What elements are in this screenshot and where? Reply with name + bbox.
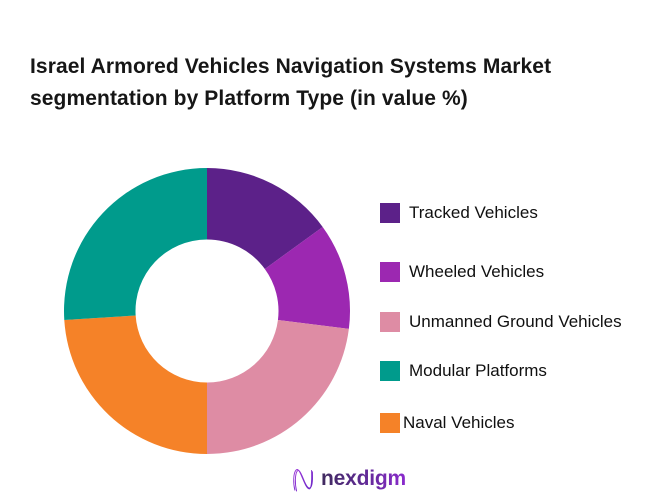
pie-segment-naval-vehicles [64,315,207,454]
legend-swatch-naval-vehicles [380,413,400,433]
legend-item-tracked-vehicles: Tracked Vehicles [380,203,538,223]
legend-item-naval-vehicles: Naval Vehicles [380,413,515,433]
legend-item-modular-platforms: Modular Platforms [380,361,547,381]
legend-label-unmanned-ground-vehicles: Unmanned Ground Vehicles [409,312,622,331]
chart-title: Israel Armored Vehicles Navigation Syste… [30,51,650,115]
legend-label-wheeled-vehicles: Wheeled Vehicles [409,262,545,281]
legend-swatch-modular-platforms [380,361,400,381]
pie-segment-unmanned-ground-vehicles [207,319,349,454]
chart-title-line1: Israel Armored Vehicles Navigation Syste… [30,55,552,78]
nexdigm-wordmark: nexdigm [321,467,406,490]
nexdigm-logo: nexdigm [291,465,406,493]
chart-title-line2: segmentation by Platform Type (in value … [30,87,468,110]
pie-segment-wheeled-vehicles [264,226,350,329]
legend-label-modular-platforms: Modular Platforms [409,361,547,380]
legend-label-naval-vehicles: Naval Vehicles [403,413,515,432]
legend-label-tracked-vehicles: Tracked Vehicles [409,203,538,222]
chart-legend: Tracked Vehicles Wheeled Vehicles Unmann… [380,0,660,499]
pie-segment-modular-platforms [63,167,208,320]
legend-item-unmanned-ground-vehicles: Unmanned Ground Vehicles [380,312,622,332]
nexdigm-n-icon [293,469,314,492]
pie-segment-tracked-vehicles [207,168,323,269]
legend-swatch-wheeled-vehicles [380,262,400,282]
legend-swatch-tracked-vehicles [380,203,400,223]
legend-swatch-unmanned-ground-vehicles [380,312,400,332]
donut-chart [63,167,350,454]
legend-item-wheeled-vehicles: Wheeled Vehicles [380,262,544,282]
